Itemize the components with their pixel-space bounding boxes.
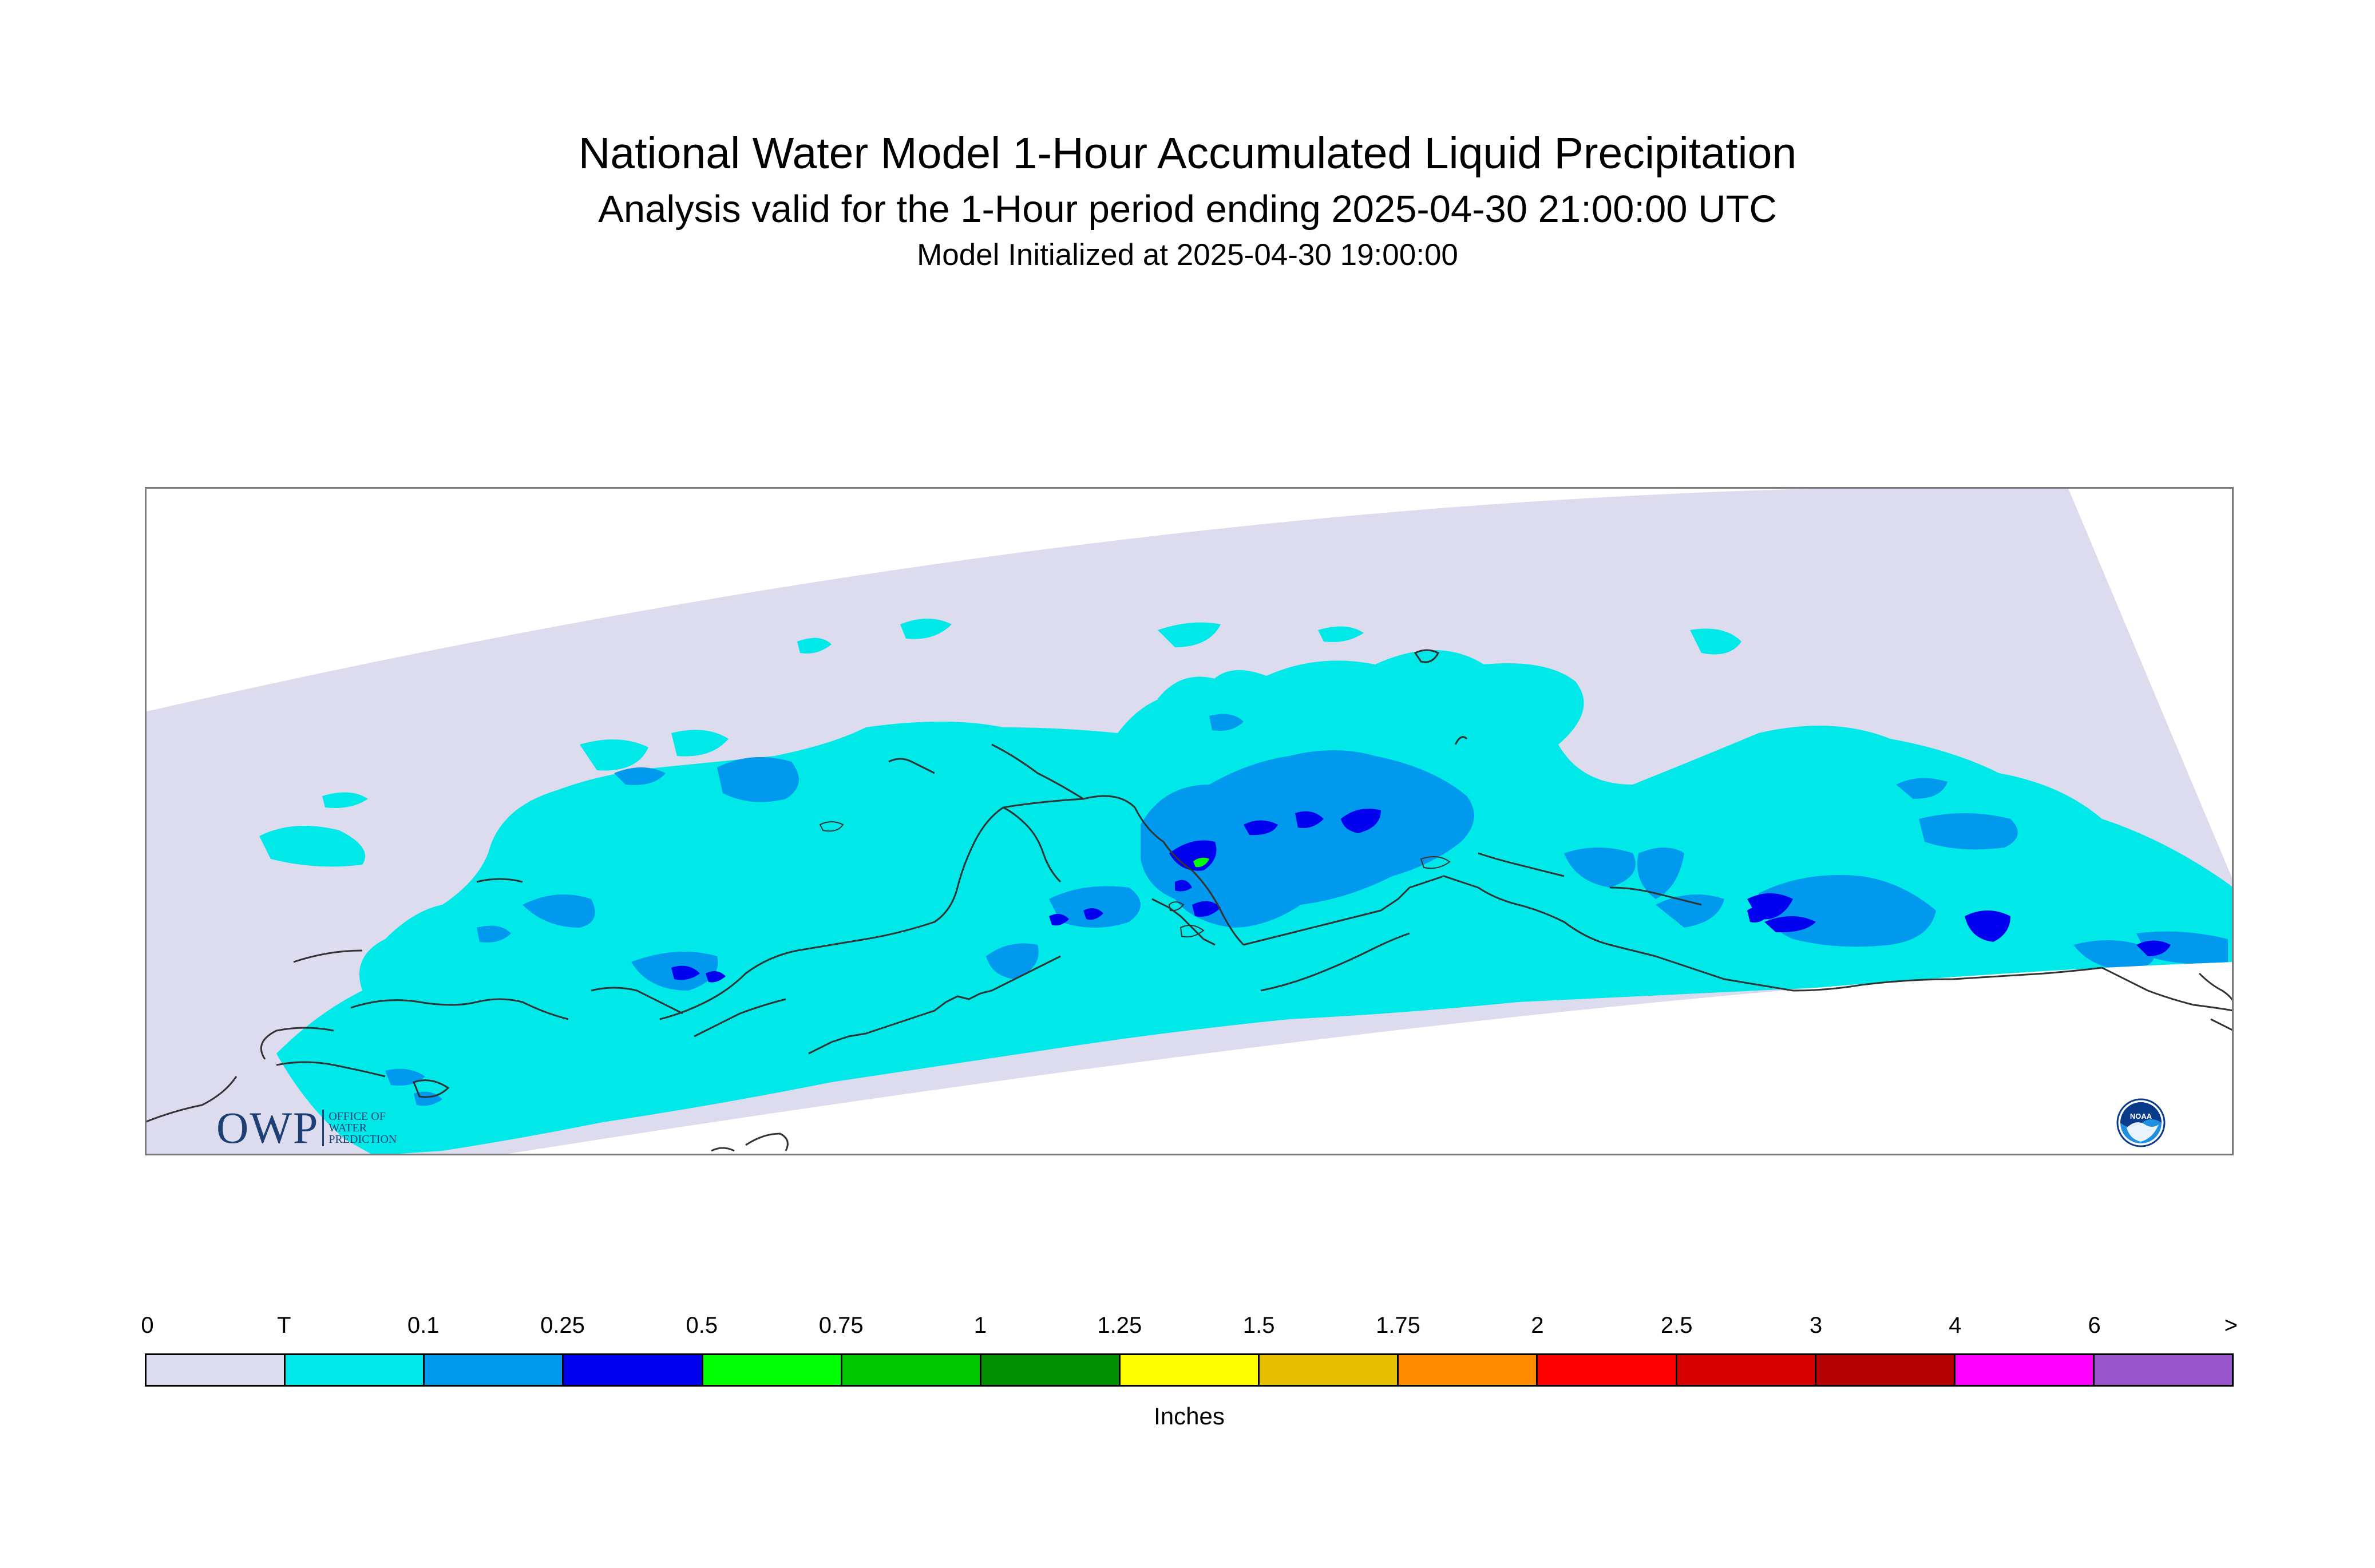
map-title: National Water Model 1-Hour Accumulated … (578, 129, 1797, 178)
legend-color-bar (145, 1353, 2234, 1387)
coastlines (145, 649, 2234, 1152)
legend-swatch (2094, 1355, 2232, 1385)
legend-tick-label: 0.75 (818, 1313, 864, 1338)
legend-swatch (1399, 1355, 1538, 1385)
legend-tick-label: 1.5 (1242, 1313, 1275, 1338)
map-subtitle: Analysis valid for the 1-Hour period end… (598, 188, 1777, 231)
owp-logo-line-1: OFFICE OF (328, 1110, 386, 1123)
legend-tick-label: 1.25 (1097, 1313, 1142, 1338)
legend-swatch (564, 1355, 703, 1385)
legend-swatch (147, 1355, 286, 1385)
legend-swatch (1120, 1355, 1260, 1385)
legend-tick-label: > (2224, 1313, 2238, 1338)
legend-tick-label: 1.75 (1376, 1313, 1420, 1338)
noaa-seal-icon: NOAA (2116, 1098, 2166, 1147)
legend-tick-labels: 0 T 0.1 0.25 0.5 0.75 1 1.25 1.5 1.75 2 2.5 3 4 6 > (141, 1305, 2238, 1339)
inland-features (819, 821, 1451, 938)
owp-logo-divider (322, 1110, 324, 1146)
owp-logo-letters: OWP (216, 1103, 319, 1153)
precipitation-map: OWP OFFICE OF WATER PREDICTION NOAA (145, 487, 2234, 1155)
legend-tick-label: T (277, 1313, 291, 1338)
owp-logo-line-3: PREDICTION (328, 1133, 397, 1146)
legend-tick-label: 1 (973, 1313, 987, 1338)
legend-swatch (981, 1355, 1121, 1385)
legend-units: Inches (1154, 1403, 1225, 1430)
legend-tick-label: 2.5 (1660, 1313, 1693, 1338)
legend-swatch (703, 1355, 842, 1385)
legend-swatch (425, 1355, 564, 1385)
legend-tick-label: 6 (2088, 1313, 2101, 1338)
legend-tick-label: 4 (1949, 1313, 1962, 1338)
owp-logo: OWP OFFICE OF WATER PREDICTION (216, 1105, 397, 1151)
precip-moderate-areas (671, 809, 2171, 983)
legend-swatch (1955, 1355, 2095, 1385)
legend-tick-label: 0.25 (540, 1313, 585, 1338)
legend-tick-label: 2 (1531, 1313, 1544, 1338)
precip-heavy-areas (1193, 857, 1209, 868)
legend-swatch (842, 1355, 981, 1385)
legend-swatch (1260, 1355, 1399, 1385)
noaa-seal-text: NOAA (2130, 1112, 2152, 1120)
legend-tick-label: 0.5 (686, 1313, 718, 1338)
owp-logo-line-2: WATER (328, 1122, 367, 1134)
model-init-time: Model Initialized at 2025-04-30 19:00:00 (917, 238, 1458, 272)
precip-legend: 0 T 0.1 0.25 0.5 0.75 1 1.25 1.5 1.75 2 2.5 3 4 6 > Inc… (141, 1305, 2238, 1431)
legend-tick-label: 0.1 (407, 1313, 440, 1338)
owp-logo-text: OFFICE OF WATER PREDICTION (328, 1111, 397, 1145)
legend-swatch (1677, 1355, 1816, 1385)
legend-tick-label: 3 (1809, 1313, 1823, 1338)
map-canvas (145, 487, 2234, 1155)
legend-tick-label: 0 (141, 1313, 154, 1338)
legend-swatch (1816, 1355, 1956, 1385)
map-frame (145, 487, 2234, 1155)
legend-swatch (286, 1355, 425, 1385)
legend-swatch (1538, 1355, 1677, 1385)
